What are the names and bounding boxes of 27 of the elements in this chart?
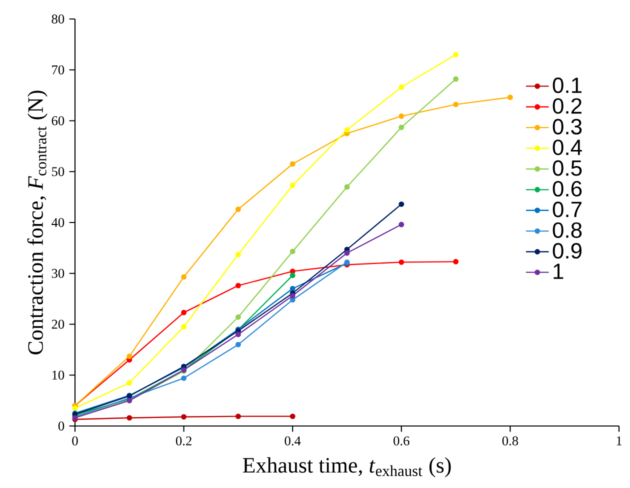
y-tick-label: 20 bbox=[52, 320, 64, 329]
legend-label: 0.7 bbox=[552, 202, 582, 218]
y-tick-label: 30 bbox=[52, 268, 64, 278]
legend-label: 0.6 bbox=[552, 180, 582, 197]
x-tick-label: 0.2 bbox=[176, 436, 192, 446]
legend-label: 0.8 bbox=[552, 222, 582, 238]
legend-label: 0.9 bbox=[552, 243, 582, 259]
y-tick-label: 60 bbox=[52, 116, 64, 126]
legend-label: 0.5 bbox=[552, 160, 582, 176]
y-tick-label: 10 bbox=[52, 370, 64, 380]
x-axis-title: Exhaust time, t$_{exhaust}$ (s) bbox=[242, 457, 451, 478]
x-tick-label: 1 bbox=[616, 436, 622, 446]
y-axis-title: Contraction force, F$_{contract}$ (N) bbox=[27, 90, 48, 354]
x-tick-label: 0 bbox=[72, 436, 78, 446]
legend-label: 0.3 bbox=[552, 118, 582, 134]
y-tick-label: 70 bbox=[52, 65, 64, 74]
x-tick-label: 0.8 bbox=[502, 436, 518, 446]
legend-label: 0.2 bbox=[552, 98, 582, 114]
x-tick-label: 0.4 bbox=[284, 436, 301, 446]
x-tick-label: 0.6 bbox=[394, 436, 410, 446]
y-tick-label: 40 bbox=[52, 218, 64, 227]
y-tick-label: 0 bbox=[58, 422, 64, 430]
y-tick-label: 50 bbox=[52, 167, 64, 176]
legend-label: 1 bbox=[554, 264, 564, 279]
y-tick-label: 80 bbox=[52, 14, 64, 24]
legend-label: 0.1 bbox=[552, 78, 582, 94]
legend-label: 0.4 bbox=[552, 140, 582, 156]
